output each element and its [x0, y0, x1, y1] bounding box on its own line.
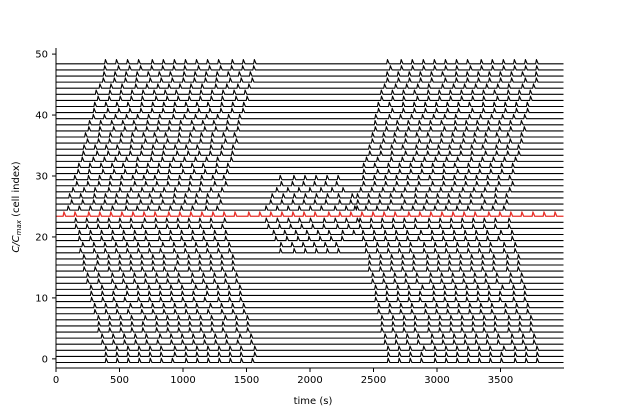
cell-trace-14 — [56, 272, 564, 278]
cell-trace-48 — [56, 65, 564, 71]
cell-trace-37 — [56, 132, 564, 138]
cell-trace-highlighted — [56, 211, 564, 217]
cell-trace-15 — [56, 266, 564, 272]
x-tick-label: 3500 — [488, 375, 513, 386]
cell-trace-22 — [56, 223, 564, 229]
cell-trace-36 — [56, 138, 564, 144]
y-axis-label-main: C/C — [11, 235, 22, 252]
cell-trace-45 — [56, 83, 564, 89]
cell-trace-6 — [56, 321, 564, 327]
cell-trace-28 — [56, 187, 564, 193]
cell-trace-8 — [56, 308, 564, 315]
cell-trace-39 — [56, 119, 564, 126]
x-tick-label: 2500 — [361, 375, 386, 386]
x-tick-label: 1000 — [170, 375, 195, 386]
cell-trace-47 — [56, 71, 564, 77]
cell-trace-27 — [56, 193, 564, 199]
y-axis-label-sub: max — [15, 219, 23, 235]
cell-traces — [56, 59, 564, 364]
x-tick-label: 2000 — [297, 375, 322, 386]
cell-trace-34 — [56, 150, 564, 156]
cell-trace-17 — [56, 254, 564, 260]
y-tick-label: 50 — [35, 50, 48, 61]
x-tick-label: 3000 — [424, 375, 449, 386]
cell-trace-19 — [56, 241, 564, 248]
cell-trace-23 — [56, 217, 564, 223]
cell-trace-41 — [56, 107, 564, 114]
x-tick-label: 500 — [110, 375, 129, 386]
cell-trace-30 — [56, 174, 564, 181]
y-ticks: 0 10 20 30 40 50 — [35, 50, 56, 365]
cell-trace-3 — [56, 339, 564, 345]
cell-trace-13 — [56, 278, 564, 284]
cell-trace-46 — [56, 77, 564, 83]
cell-trace-33 — [56, 156, 564, 162]
cell-trace-29 — [56, 180, 564, 187]
cell-trace-20 — [56, 235, 564, 242]
y-axis-label: C/Cmax (cell index) — [11, 161, 23, 252]
cell-trace-43 — [56, 95, 564, 101]
y-tick-label: 40 — [35, 111, 48, 122]
y-axis-label-suffix: (cell index) — [11, 161, 22, 220]
cell-trace-49 — [56, 59, 564, 65]
cell-trace-40 — [56, 113, 564, 120]
x-tick-label: 1500 — [234, 375, 259, 386]
cell-trace-12 — [56, 284, 564, 290]
cell-trace-42 — [56, 101, 564, 108]
cell-trace-25 — [56, 205, 564, 211]
cell-trace-10 — [56, 296, 564, 303]
y-tick-label: 20 — [35, 232, 48, 243]
y-tick-label: 0 — [42, 354, 48, 365]
cell-trace-44 — [56, 89, 564, 95]
y-tick-label: 10 — [35, 293, 48, 304]
cell-trace-35 — [56, 144, 564, 150]
cell-trace-11 — [56, 290, 564, 297]
cell-trace-1 — [56, 351, 564, 357]
x-axis-label: time (s) — [294, 396, 333, 407]
cell-trace-21 — [56, 229, 564, 236]
cell-trace-26 — [56, 199, 564, 205]
x-ticks: 0 500 1000 1500 2000 2500 3000 3500 — [53, 368, 513, 386]
cell-trace-7 — [56, 315, 564, 321]
cell-trace-31 — [56, 168, 564, 175]
cell-trace-16 — [56, 260, 564, 266]
y-tick-label: 30 — [35, 172, 48, 183]
cell-trace-9 — [56, 302, 564, 309]
cell-trace-5 — [56, 327, 564, 333]
cell-trace-18 — [56, 247, 564, 254]
cell-trace-2 — [56, 345, 564, 351]
cell-trace-4 — [56, 333, 564, 339]
cell-trace-38 — [56, 126, 564, 132]
x-tick-label: 0 — [53, 375, 59, 386]
cell-trace-0 — [56, 357, 564, 364]
cell-trace-32 — [56, 162, 564, 169]
